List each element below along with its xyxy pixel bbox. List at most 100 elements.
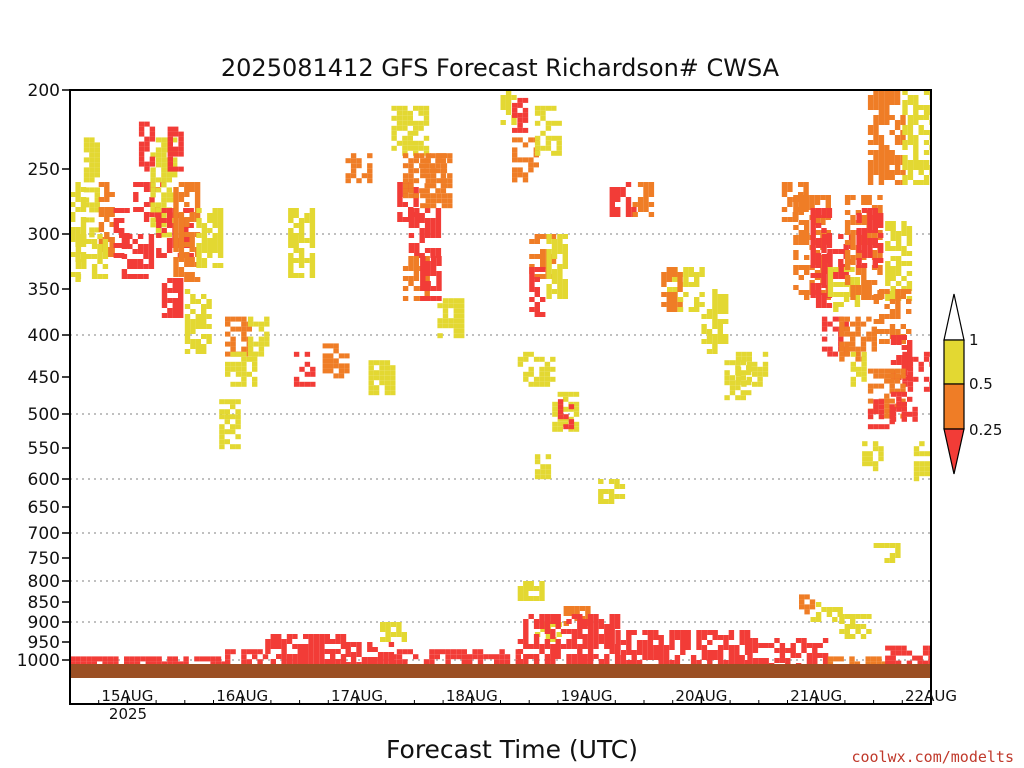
heatmap-cell	[609, 619, 615, 624]
heatmap-cell	[241, 659, 247, 665]
heatmap-cell	[523, 624, 529, 629]
heatmap-cell	[379, 360, 385, 366]
heatmap-cell	[70, 232, 76, 237]
heatmap-cell	[879, 289, 885, 294]
colorbar: 10.50.25	[943, 293, 1002, 475]
heatmap-cell	[467, 659, 473, 665]
heatmap-cell	[723, 304, 729, 309]
heatmap-cell	[94, 152, 100, 158]
heatmap-cell	[413, 145, 419, 151]
heatmap-cell	[843, 244, 849, 249]
heatmap-cell	[825, 195, 831, 200]
heatmap-cell	[872, 243, 878, 248]
heatmap-cell	[178, 293, 184, 298]
heatmap-cell	[850, 220, 856, 225]
heatmap-cell	[219, 399, 225, 405]
heatmap-cell	[396, 654, 403, 660]
heatmap-cell	[397, 182, 403, 187]
heatmap-cell	[667, 287, 673, 292]
heatmap-cell	[522, 117, 529, 123]
heatmap-cell	[744, 635, 751, 640]
heatmap-cell	[121, 274, 128, 279]
heatmap-cell	[523, 654, 529, 659]
heatmap-cell	[172, 288, 178, 293]
heatmap-cell	[712, 309, 718, 314]
heatmap-cell	[528, 162, 534, 168]
heatmap-cell	[872, 228, 878, 233]
heatmap-cell	[906, 251, 913, 256]
heatmap-cell	[821, 259, 828, 264]
heatmap-cell	[747, 653, 753, 658]
heatmap-cell	[822, 653, 829, 658]
heatmap-cell	[230, 414, 236, 420]
heatmap-cell	[292, 654, 298, 659]
heatmap-cell	[923, 356, 930, 362]
heatmap-cell	[453, 303, 459, 309]
heatmap-cell	[598, 479, 604, 484]
heatmap-cell	[217, 228, 224, 233]
heatmap-cell	[288, 268, 294, 273]
heatmap-cell	[201, 334, 207, 339]
heatmap-cell	[166, 238, 173, 243]
heatmap-cell	[447, 193, 453, 199]
heatmap-cell	[423, 120, 430, 126]
heatmap-cell	[913, 145, 919, 150]
heatmap-cell	[556, 120, 562, 126]
heatmap-cell	[407, 649, 413, 655]
heatmap-cell	[544, 659, 551, 664]
heatmap-cell	[97, 244, 103, 249]
heatmap-cell	[734, 660, 740, 665]
heatmap-cell	[288, 243, 294, 248]
heatmap-cell	[424, 248, 431, 253]
heatmap-cell	[512, 102, 518, 108]
heatmap-cell	[384, 385, 391, 391]
heatmap-cell	[728, 630, 735, 635]
heatmap-cell	[344, 353, 350, 359]
heatmap-cell	[155, 207, 162, 213]
heatmap-cell	[894, 155, 901, 160]
heatmap-cell	[557, 294, 563, 299]
heatmap-cell	[642, 655, 648, 660]
heatmap-cell	[429, 654, 435, 660]
heatmap-cell	[184, 319, 191, 324]
heatmap-cell	[821, 213, 827, 218]
heatmap-cell	[913, 446, 920, 452]
heatmap-cell	[194, 182, 201, 187]
heatmap-cell	[661, 282, 667, 287]
heatmap-cell	[555, 619, 561, 624]
heatmap-cell	[172, 278, 178, 283]
heatmap-cell	[804, 270, 810, 275]
heatmap-cell	[821, 234, 828, 239]
heatmap-cell	[402, 659, 408, 665]
heatmap-cell	[407, 115, 413, 121]
heatmap-cell	[609, 634, 615, 639]
heatmap-cell	[850, 376, 856, 382]
heatmap-cell	[396, 649, 403, 655]
heatmap-cell	[288, 213, 294, 218]
heatmap-cell	[246, 326, 252, 332]
heatmap-cell	[419, 188, 425, 194]
heatmap-cell	[544, 619, 551, 624]
heatmap-cell	[293, 248, 299, 253]
heatmap-cell	[367, 153, 373, 159]
heatmap-cell	[288, 233, 294, 238]
heatmap-cell	[636, 645, 643, 650]
heatmap-cell	[844, 341, 850, 347]
heatmap-cell	[746, 370, 752, 376]
heatmap-cell	[523, 581, 529, 586]
heatmap-cell	[156, 233, 162, 238]
heatmap-cell	[196, 258, 202, 263]
heatmap-cell	[517, 172, 523, 178]
heatmap-cell	[523, 591, 529, 596]
heatmap-cell	[98, 222, 105, 227]
heatmap-cell	[872, 238, 878, 243]
heatmap-cell	[557, 399, 564, 405]
heatmap-cell	[83, 157, 90, 163]
heatmap-cell	[810, 213, 816, 218]
heatmap-cell	[288, 253, 294, 258]
heatmap-cell	[712, 334, 718, 339]
heatmap-cell	[810, 208, 816, 213]
heatmap-cell	[161, 202, 167, 208]
heatmap-cell	[83, 147, 90, 153]
